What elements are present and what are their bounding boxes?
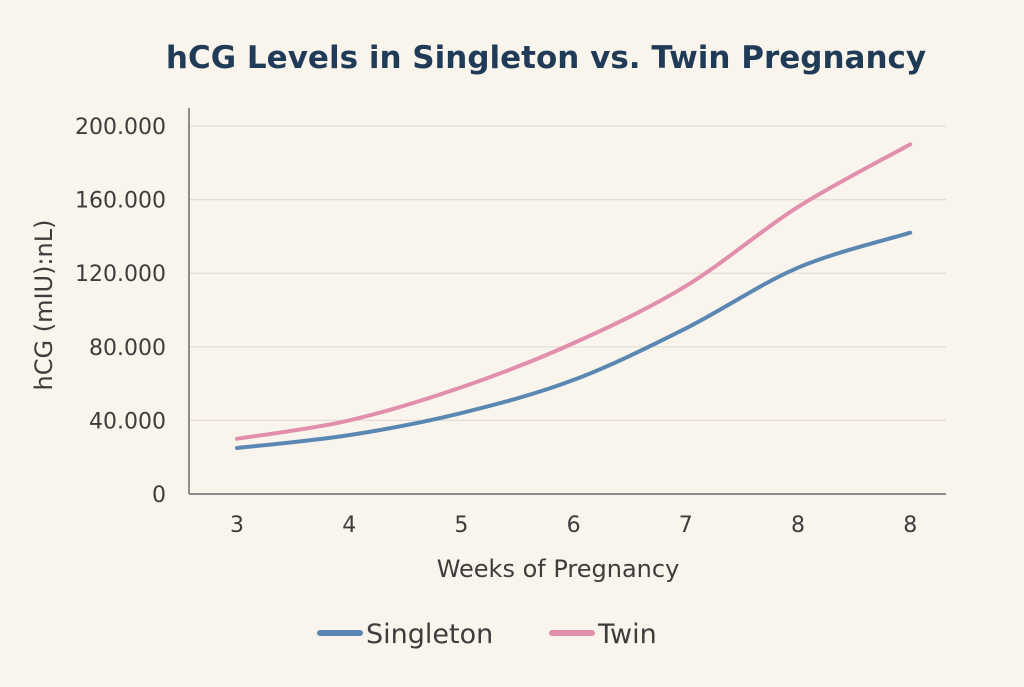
y-tick-label: 120.000 — [75, 262, 166, 287]
x-tick-label: 7 — [679, 513, 693, 538]
y-tick-label: 40.000 — [89, 409, 166, 434]
y-tick-label: 80.000 — [89, 336, 166, 361]
gridlines — [189, 125, 946, 421]
series-line-twin — [235, 142, 913, 441]
y-tick-label: 160.000 — [75, 189, 166, 214]
x-tick-label: 3 — [230, 513, 244, 538]
y-tick-label: 0 — [152, 483, 166, 508]
x-tick-label: 6 — [567, 513, 581, 538]
y-tick-label: 200.000 — [75, 115, 166, 140]
axes — [188, 108, 946, 495]
x-tick-label: 8 — [903, 513, 917, 538]
series-points-twin — [237, 144, 910, 439]
x-tick-label: 8 — [791, 513, 805, 538]
series-lines — [235, 142, 913, 450]
legend-label-singleton: Singleton — [366, 619, 493, 650]
y-tick-labels: 0 40.000 80.000 120.000 160.000 200.000 — [75, 115, 166, 508]
x-tick-label: 5 — [454, 513, 468, 538]
legend: Singleton Twin — [317, 619, 657, 650]
chart-title: hCG Levels in Singleton vs. Twin Pregnan… — [166, 40, 926, 76]
x-tick-labels: 3 4 5 6 7 8 8 — [230, 513, 917, 538]
x-tick-label: 4 — [342, 513, 356, 538]
legend-label-twin: Twin — [597, 619, 657, 650]
y-axis-label: hCG (mIU):nL) — [30, 220, 58, 391]
series-line-singleton — [235, 230, 913, 450]
x-axis-label: Weeks of Pregnancy — [437, 555, 680, 583]
